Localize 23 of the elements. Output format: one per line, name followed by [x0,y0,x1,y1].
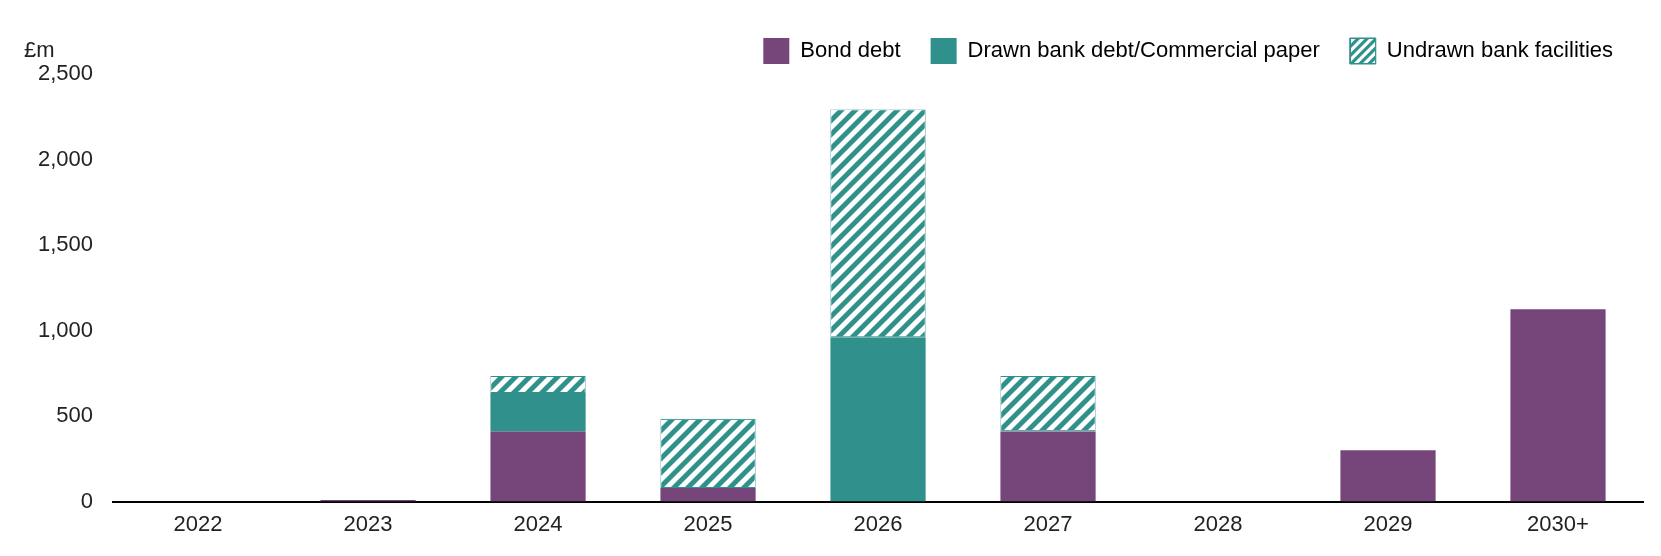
legend-label: Drawn bank debt/Commercial paper [967,37,1320,63]
y-tick-label: 0 [80,487,94,513]
y-tick-label: 1,000 [37,316,94,342]
x-tick-label: 2023 [343,510,393,536]
x-tick-label: 2022 [173,510,223,536]
x-tick-label: 2030+ [1527,510,1589,536]
x-tick-label: 2025 [683,510,733,536]
x-tick-label: 2028 [1193,510,1243,536]
y-tick-label: 500 [56,402,94,428]
y-tick-label: 2,000 [37,145,94,171]
legend-label: Undrawn bank facilities [1386,37,1614,63]
y-tick-label: 1,500 [37,231,94,257]
bar [1510,309,1606,502]
x-tick-label: 2024 [513,510,563,536]
bar [490,431,586,502]
bar [1340,450,1436,502]
x-tick-label: 2027 [1023,510,1073,536]
y-axis-title: £m [24,37,55,63]
x-tick-label: 2026 [853,510,903,536]
y-tick-label: 2,500 [37,60,94,86]
x-tick-label: 2029 [1363,510,1413,536]
bar [660,487,756,502]
legend-label: Bond debt [800,37,901,63]
